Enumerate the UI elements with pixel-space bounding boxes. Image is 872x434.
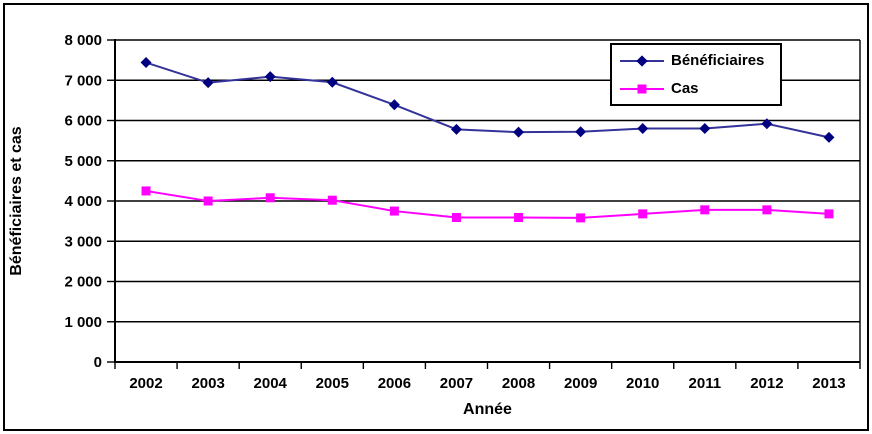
x-tick-label: 2003 — [191, 375, 224, 392]
data-point-diamond — [140, 57, 152, 69]
data-point-square — [389, 206, 399, 216]
data-point-diamond — [326, 76, 338, 88]
data-point-diamond — [450, 123, 462, 135]
y-tick-label: 4 000 — [64, 193, 102, 210]
x-tick-label: 2013 — [812, 375, 845, 392]
legend-key-line — [620, 82, 664, 96]
data-point-diamond — [388, 99, 400, 111]
data-point-diamond — [264, 71, 276, 83]
y-tick-label: 1 000 — [64, 314, 102, 331]
x-tick-label: 2010 — [626, 375, 659, 392]
x-axis-title: Année — [463, 401, 512, 418]
y-tick-label: 7 000 — [64, 72, 102, 89]
y-tick-label: 8 000 — [64, 32, 102, 49]
y-tick-label: 3 000 — [64, 233, 102, 250]
data-point-square — [576, 213, 586, 223]
legend-item-beneficiaires: Bénéficiaires — [620, 47, 780, 75]
data-point-square — [327, 195, 337, 205]
data-point-square — [451, 213, 461, 223]
y-axis-title: Bénéficiaires et cas — [8, 126, 25, 276]
x-tick-label: 2011 — [689, 375, 722, 392]
y-tick-label: 0 — [94, 354, 102, 371]
data-point-square — [638, 209, 648, 219]
y-tick-label: 5 000 — [64, 153, 102, 170]
x-tick-label: 2012 — [750, 375, 783, 392]
x-tick-label: 2007 — [440, 375, 473, 392]
data-point-diamond — [575, 126, 587, 138]
x-tick-label: 2005 — [316, 375, 349, 392]
data-point-diamond — [202, 77, 214, 89]
data-point-square — [762, 205, 772, 215]
y-tick-label: 6 000 — [64, 113, 102, 130]
diamond-marker-icon — [636, 54, 648, 67]
legend-label-cas: Cas — [671, 80, 699, 97]
legend: Bénéficiaires Cas — [610, 43, 782, 106]
series-line-Cas — [145, 189, 830, 219]
data-point-square — [514, 213, 524, 223]
x-tick-label: 2002 — [129, 375, 162, 392]
data-point-diamond — [637, 123, 649, 135]
series-line-Bénéficiaires — [145, 61, 830, 139]
data-point-diamond — [823, 131, 835, 143]
data-point-diamond — [699, 123, 711, 135]
legend-label-beneficiaires: Bénéficiaires — [671, 52, 765, 69]
data-point-diamond — [513, 126, 525, 138]
x-tick-label: 2009 — [564, 375, 597, 392]
y-tick-label: 2 000 — [64, 274, 102, 291]
data-point-square — [824, 209, 834, 219]
x-tick-label: 2006 — [378, 375, 411, 392]
legend-key-line — [620, 54, 664, 68]
data-point-square — [700, 205, 710, 215]
data-point-square — [203, 196, 213, 206]
square-marker-icon — [637, 84, 647, 93]
data-point-square — [141, 186, 151, 196]
data-point-diamond — [761, 118, 773, 130]
data-point-square — [265, 193, 275, 203]
legend-item-cas: Cas — [620, 75, 780, 103]
x-tick-label: 2008 — [502, 375, 535, 392]
x-tick-label: 2004 — [254, 375, 288, 392]
